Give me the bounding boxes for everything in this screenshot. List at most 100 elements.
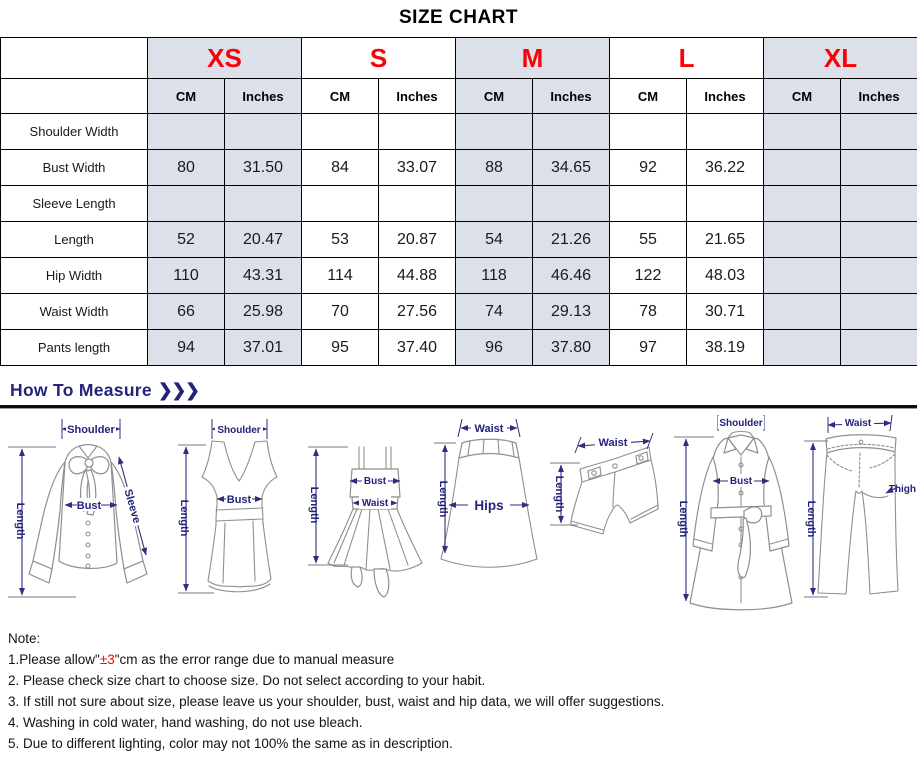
value-cell: 27.56 (379, 294, 456, 330)
value-cell (302, 114, 379, 150)
value-cell (225, 186, 302, 222)
shorts-waist-label: Waist (599, 437, 628, 449)
pants-waist-label: Waist (845, 418, 872, 429)
unit-header-inches: Inches (225, 79, 302, 114)
value-cell (764, 150, 841, 186)
pants-thigh-measure: Thigh (886, 484, 916, 495)
note-1-suffix: "cm as the error range due to manual mea… (115, 652, 394, 667)
value-cell: 54 (456, 222, 533, 258)
value-cell (764, 258, 841, 294)
value-cell: 92 (610, 150, 687, 186)
value-cell: 33.07 (379, 150, 456, 186)
unit-header-cm: CM (302, 79, 379, 114)
note-item-1: 1.Please allow"±3"cm as the error range … (8, 649, 917, 670)
value-cell: 38.19 (687, 330, 764, 366)
value-cell: 31.50 (225, 150, 302, 186)
size-header-s: S (302, 38, 456, 79)
row-label: Bust Width (1, 150, 148, 186)
note-item-2: 2. Please check size chart to choose siz… (8, 670, 917, 691)
value-cell (841, 222, 917, 258)
row-label: Shoulder Width (1, 114, 148, 150)
value-cell: 29.13 (533, 294, 610, 330)
value-cell: 37.40 (379, 330, 456, 366)
note-item-3: 3. If still not sure about size, please … (8, 691, 917, 712)
unit-header-inches: Inches (533, 79, 610, 114)
value-cell (687, 186, 764, 222)
value-cell: 36.22 (687, 150, 764, 186)
value-cell (379, 186, 456, 222)
pants-thigh-label: Thigh (889, 484, 916, 495)
tank-shoulder-measure: Shoulder (212, 419, 267, 439)
row-label: Waist Width (1, 294, 148, 330)
value-cell (610, 186, 687, 222)
value-cell: 52 (148, 222, 225, 258)
value-cell: 66 (148, 294, 225, 330)
size-header-xs: XS (148, 38, 302, 79)
unit-header-cm: CM (456, 79, 533, 114)
tank-shoulder-label: Shoulder (217, 425, 260, 436)
diagram-shorts: Waist Length (544, 413, 666, 618)
value-cell: 44.88 (379, 258, 456, 294)
value-cell (841, 114, 917, 150)
notes-heading: Note: (8, 628, 917, 649)
value-cell: 122 (610, 258, 687, 294)
value-cell (841, 258, 917, 294)
size-header-xl: XL (764, 38, 917, 79)
tank-garment (202, 441, 277, 592)
value-cell: 43.31 (225, 258, 302, 294)
diagram-tank-top: Shoulder Length Bust (172, 413, 300, 618)
size-header-m: M (456, 38, 610, 79)
pants-garment (818, 435, 898, 594)
unit-header-cm: CM (610, 79, 687, 114)
value-cell (302, 186, 379, 222)
value-cell (610, 114, 687, 150)
skirt-hips-measure: Hips (449, 496, 529, 513)
value-cell: 46.46 (533, 258, 610, 294)
value-cell (148, 186, 225, 222)
blouse-shoulder-label: Shoulder (67, 424, 115, 436)
shorts-length-measure: Length (550, 463, 580, 525)
value-cell (841, 150, 917, 186)
dress-length-label: Length (308, 487, 320, 524)
value-cell: 94 (148, 330, 225, 366)
value-cell (379, 114, 456, 150)
value-cell: 96 (456, 330, 533, 366)
table-row: Shoulder Width (1, 114, 917, 150)
measure-diagrams: Shoulder Length Bust Sleeve (0, 413, 917, 618)
value-cell: 110 (148, 258, 225, 294)
value-cell: 78 (610, 294, 687, 330)
value-cell (764, 330, 841, 366)
value-cell (764, 222, 841, 258)
note-1-highlight: ±3 (100, 652, 115, 667)
tank-bust-label: Bust (227, 494, 252, 506)
tank-bust-measure: Bust (217, 492, 262, 506)
dress-bust-label: Bust (364, 476, 387, 487)
value-cell: 114 (302, 258, 379, 294)
value-cell (687, 114, 764, 150)
coat-garment (690, 432, 792, 610)
pants-waist-measure: Waist (828, 415, 892, 433)
skirt-length-label: Length (437, 481, 449, 518)
value-cell (456, 114, 533, 150)
blouse-length-label: Length (14, 503, 26, 540)
value-cell: 95 (302, 330, 379, 366)
value-cell: 20.47 (225, 222, 302, 258)
note-item-5: 5. Due to different lighting, color may … (8, 733, 917, 754)
value-cell: 21.26 (533, 222, 610, 258)
size-header-l: L (610, 38, 764, 79)
value-cell: 37.01 (225, 330, 302, 366)
value-cell: 97 (610, 330, 687, 366)
blouse-bust-label: Bust (77, 500, 102, 512)
value-cell (533, 186, 610, 222)
unit-header-inches: Inches (379, 79, 456, 114)
how-to-measure-label: How To Measure (10, 380, 152, 400)
page-title: SIZE CHART (0, 7, 917, 29)
row-label: Pants length (1, 330, 148, 366)
note-1-prefix: 1.Please allow" (8, 652, 100, 667)
dress-garment (328, 447, 422, 597)
row-label: Hip Width (1, 258, 148, 294)
diagram-dress: Length Bust Waist (300, 413, 432, 618)
